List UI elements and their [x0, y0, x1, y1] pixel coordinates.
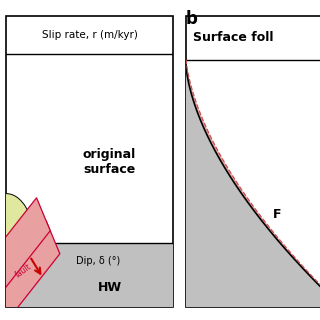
Text: b: b: [186, 10, 198, 28]
Polygon shape: [0, 221, 60, 320]
Polygon shape: [186, 60, 320, 307]
Text: HW: HW: [98, 282, 122, 294]
Text: Dip, δ (°): Dip, δ (°): [76, 256, 121, 266]
Bar: [6, 243, 173, 307]
Text: F: F: [273, 207, 281, 220]
Text: fault: fault: [14, 262, 34, 280]
Polygon shape: [0, 198, 50, 300]
Text: Surface foll: Surface foll: [193, 31, 273, 44]
Polygon shape: [186, 60, 320, 292]
Circle shape: [0, 194, 35, 293]
Text: Slip rate, r (m/kyr): Slip rate, r (m/kyr): [42, 30, 138, 40]
Text: original
surface: original surface: [83, 148, 136, 176]
